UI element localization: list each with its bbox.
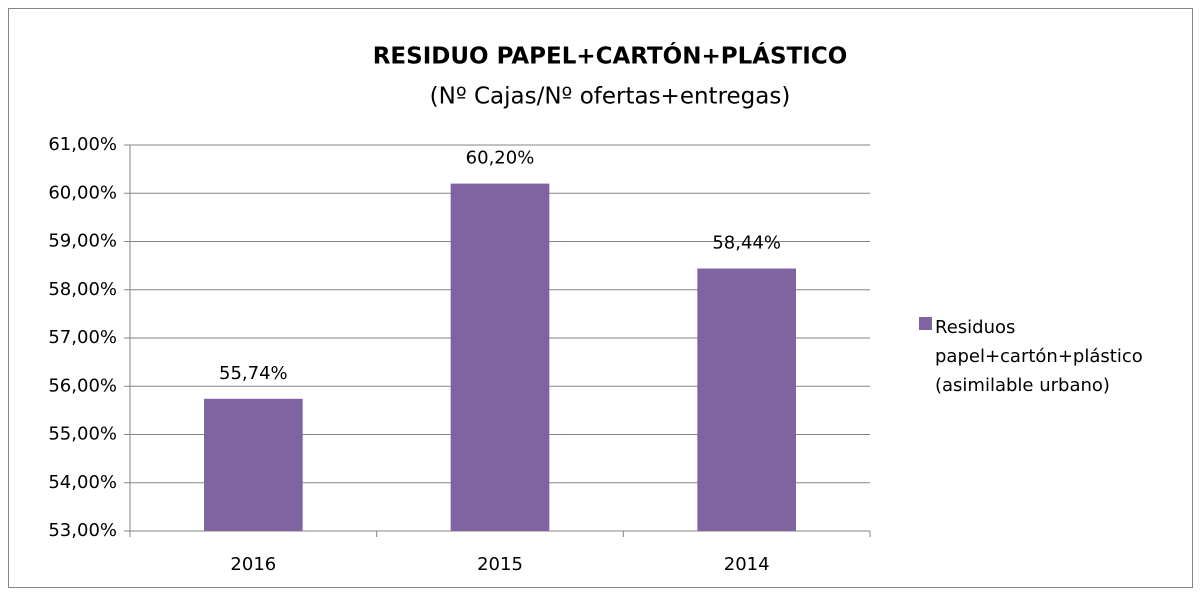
y-tick-label: 60,00%: [48, 182, 117, 203]
data-label: 58,44%: [712, 233, 781, 254]
bar: [204, 398, 303, 531]
data-label: 55,74%: [219, 363, 288, 384]
x-tick-label: 2015: [477, 554, 523, 575]
chart-subtitle: (Nº Cajas/Nº ofertas+entregas): [430, 84, 791, 110]
y-tick-label: 61,00%: [48, 134, 117, 155]
x-tick-label: 2014: [724, 554, 770, 575]
y-tick-label: 54,00%: [48, 472, 117, 493]
legend-swatch: [919, 317, 932, 330]
bar: [697, 268, 796, 531]
y-tick-label: 53,00%: [48, 520, 117, 541]
data-label: 60,20%: [466, 148, 535, 169]
y-tick-label: 57,00%: [48, 327, 117, 348]
y-tick-label: 59,00%: [48, 231, 117, 252]
y-tick-label: 55,00%: [48, 424, 117, 445]
x-tick-label: 2016: [230, 554, 276, 575]
chart-title: RESIDUO PAPEL+CARTÓN+PLÁSTICO: [373, 42, 848, 70]
y-tick-label: 56,00%: [48, 375, 117, 396]
bar: [450, 183, 550, 531]
legend-label: Residuos papel+cartón+plástico (asimilab…: [935, 317, 1143, 396]
y-tick-label: 58,00%: [48, 279, 117, 300]
